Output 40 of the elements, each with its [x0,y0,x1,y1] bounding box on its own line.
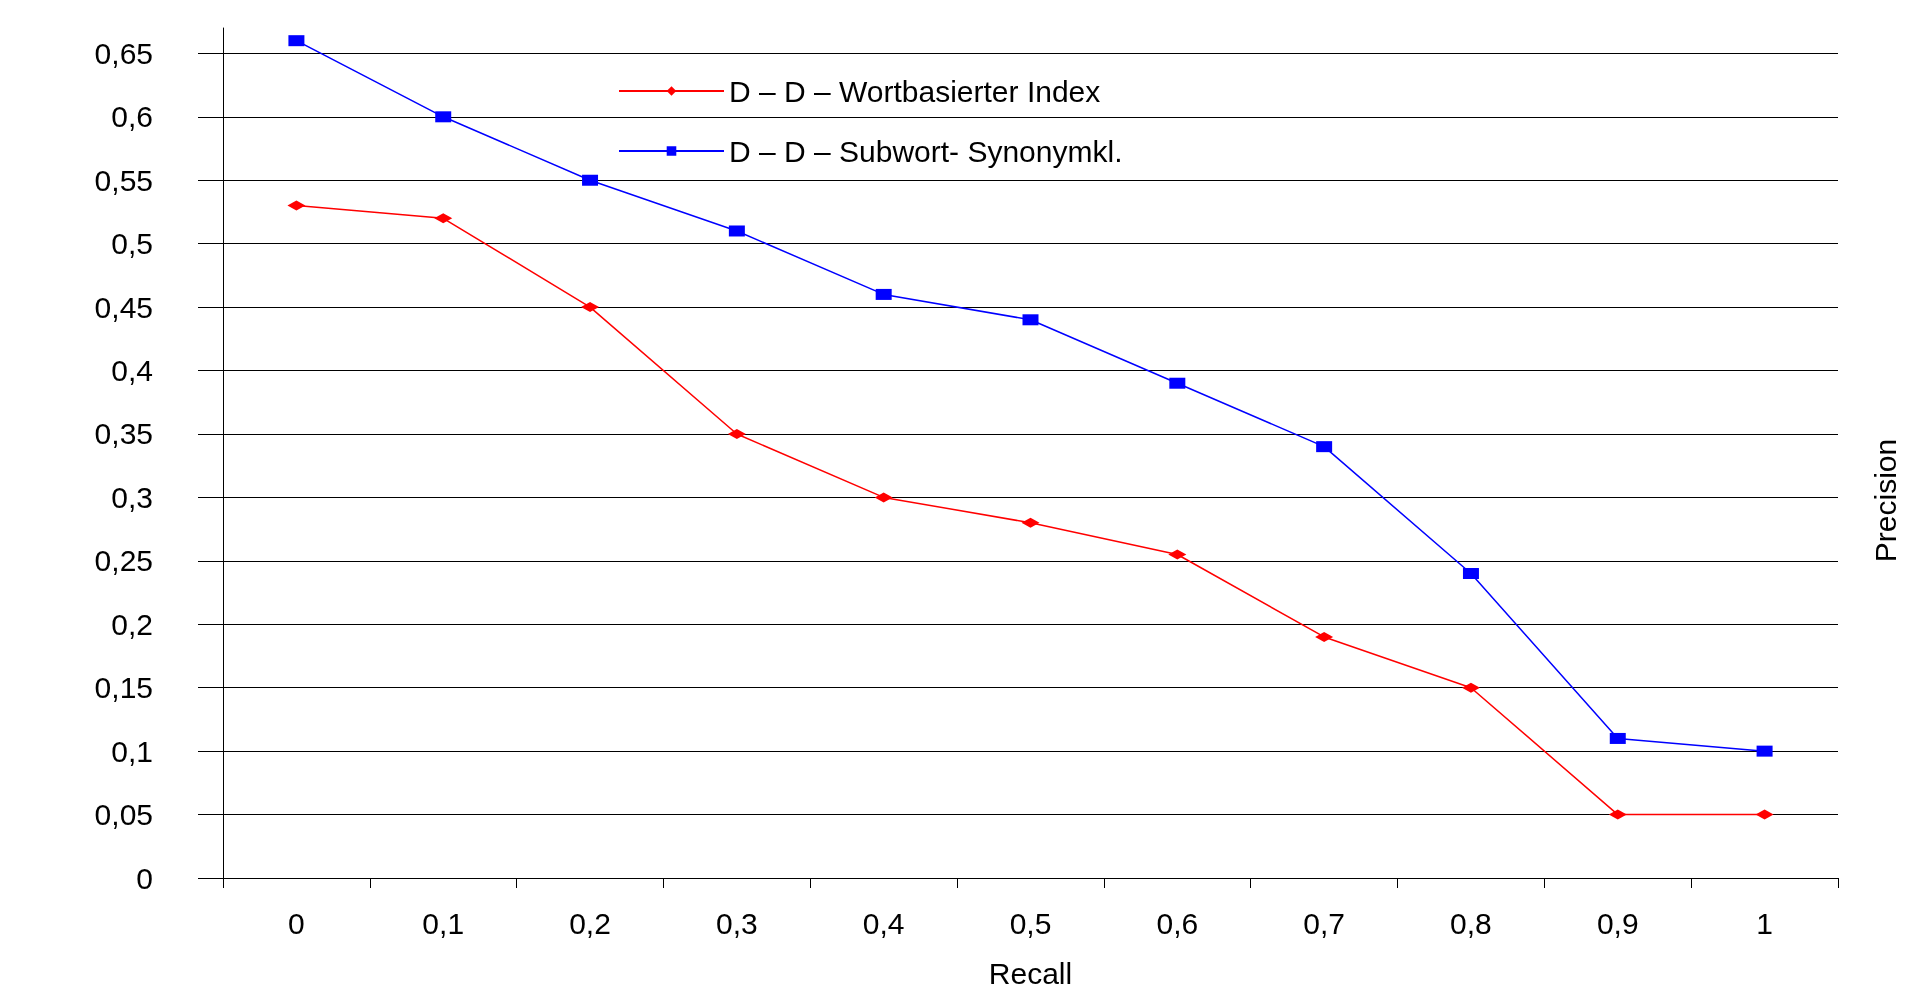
point [582,174,599,186]
legend-label: D – D – Wortbasierter Index [729,74,1101,108]
x-tick-label: 0,7 [1303,906,1345,940]
y-tick-label: 0 [136,861,153,895]
y-tick-label: 0,5 [111,227,153,261]
x-tick-label: 0,8 [1450,906,1492,940]
point [1462,568,1479,580]
point [1609,732,1626,744]
legend-label: D – D – Subwort- Synonymkl. [729,134,1123,168]
y-tick-label: 0,4 [111,354,153,388]
y-tick-label: 0,35 [94,417,153,451]
y-tick-label: 0,55 [94,163,153,197]
x-tick-label: 1 [1756,906,1773,940]
y-tick-label: 0,1 [111,734,153,768]
point [1169,377,1186,389]
point [435,111,452,123]
x-tick-label: 0,6 [1156,906,1199,940]
y-tick-label: 0,3 [111,480,153,514]
y-tick-label: 0,25 [94,544,153,578]
y-axis-title: Precision [1868,438,1902,563]
y-tick-label: 0,45 [94,290,153,324]
y-tick-label: 0,05 [94,798,153,832]
point [1316,441,1333,453]
point [1756,745,1773,757]
y-tick-label: 0,2 [111,607,153,641]
x-tick-label: 0,1 [422,906,465,940]
point [728,225,745,237]
x-tick-label: 0,5 [1009,906,1052,940]
x-tick-label: 0,9 [1596,906,1639,940]
point [288,35,305,47]
y-tick-label: 0,6 [111,100,153,134]
x-tick-label: 0 [288,906,305,940]
point [1022,314,1039,326]
x-axis-title: Recall [988,956,1073,990]
y-tick-label: 0,15 [94,671,153,705]
x-tick-label: 0,4 [862,906,905,940]
point [875,288,892,300]
x-tick-label: 0,2 [569,906,611,940]
y-tick-label: 0,65 [94,36,153,70]
x-tick-label: 0,3 [716,906,758,940]
